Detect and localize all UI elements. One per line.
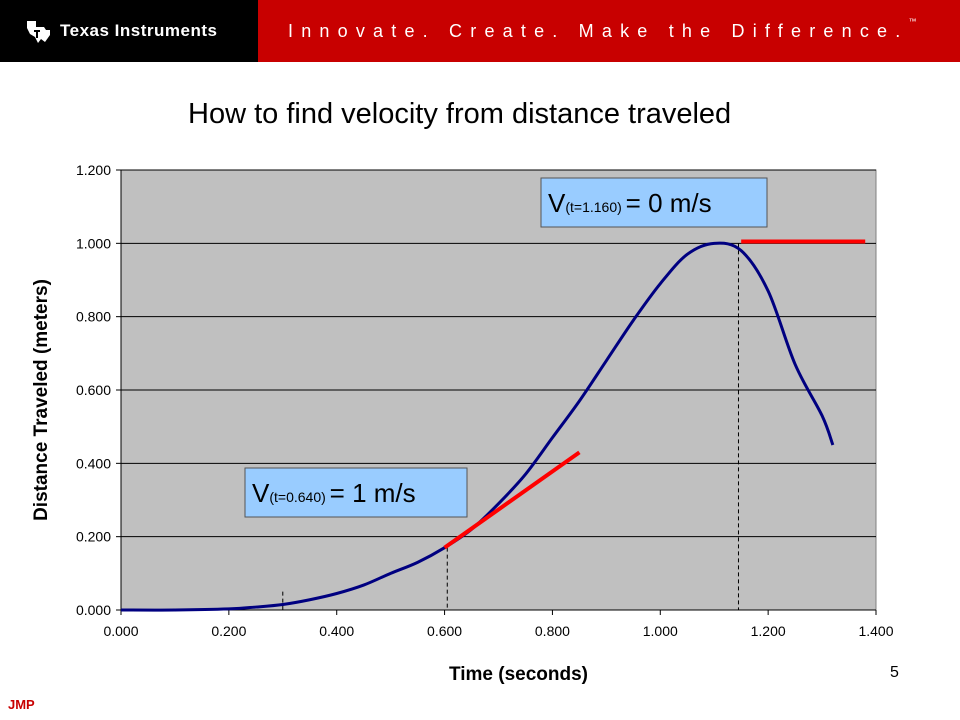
y-tick-label: 0.600 (76, 382, 111, 398)
y-tick-label: 0.200 (76, 529, 111, 545)
slogan-banner: Innovate. Create. Make the Difference.™ (258, 0, 960, 62)
annotation-box (540, 177, 768, 228)
y-tick-label: 0.800 (76, 309, 111, 325)
slide-title: How to find velocity from distance trave… (188, 98, 732, 130)
company-name: Texas Instruments (60, 21, 218, 40)
x-tick-label: 0.800 (535, 623, 570, 639)
distance-series-line (120, 241, 835, 612)
texas-state-logo-icon (27, 21, 50, 43)
annotation-box (244, 467, 468, 518)
page-number: 5 (890, 664, 899, 681)
annotation-text: V(t=1.160) = 0 m/s (548, 188, 712, 218)
slogan-text: Innovate. Create. Make the Difference.™ (288, 16, 917, 41)
y-tick-label: 1.000 (76, 235, 111, 251)
company-logo: Texas Instruments (0, 0, 258, 62)
x-tick-label: 0.600 (427, 623, 462, 639)
tangent-line (443, 450, 581, 550)
header-banner: Texas Instruments Innovate. Create. Make… (0, 0, 960, 62)
x-tick-label: 1.200 (751, 623, 786, 639)
x-tick-label: 0.200 (211, 623, 246, 639)
x-tick-label: 1.400 (858, 623, 893, 639)
y-tick-label: 0.000 (76, 602, 111, 618)
annotation-text: V(t=0.640) = 1 m/s (252, 478, 416, 508)
x-tick-label: 0.000 (103, 623, 138, 639)
y-tick-label: 1.200 (76, 162, 111, 178)
x-axis-title: Time (seconds) (449, 664, 588, 685)
velocity-annotation: V(t=0.640) = 1 m/s (244, 467, 468, 518)
y-tick-label: 0.400 (76, 455, 111, 471)
y-axis-title: Distance Traveled (meters) (31, 279, 52, 521)
footer-tag: JMP (8, 697, 35, 712)
velocity-annotation: V(t=1.160) = 0 m/s (540, 177, 768, 228)
x-tick-label: 1.000 (643, 623, 678, 639)
x-tick-label: 0.400 (319, 623, 354, 639)
